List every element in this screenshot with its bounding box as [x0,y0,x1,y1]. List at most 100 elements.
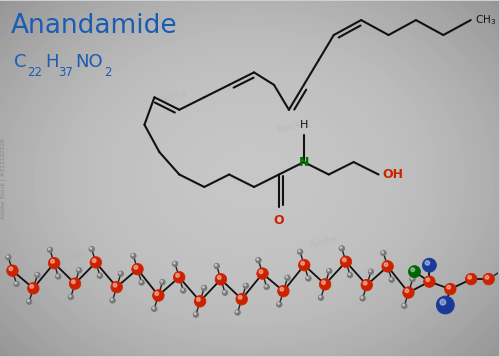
Circle shape [132,254,134,256]
Circle shape [276,302,282,307]
Circle shape [215,273,226,285]
Circle shape [405,289,408,293]
Circle shape [390,278,392,280]
Circle shape [139,280,144,285]
Text: 22: 22 [27,66,42,79]
Circle shape [36,273,38,275]
Circle shape [90,257,102,268]
Circle shape [215,264,217,266]
Circle shape [111,281,122,293]
Circle shape [408,266,420,278]
Circle shape [425,261,430,265]
Circle shape [411,277,412,279]
Circle shape [320,278,331,290]
Circle shape [28,300,30,302]
Circle shape [361,279,372,291]
Circle shape [174,272,185,283]
Circle shape [56,275,58,276]
Circle shape [320,296,321,298]
Circle shape [381,250,386,256]
Circle shape [160,280,165,285]
Circle shape [34,272,40,278]
Circle shape [301,261,304,265]
Text: H: H [300,120,308,130]
Circle shape [97,273,102,278]
Circle shape [76,268,82,273]
Circle shape [140,281,141,282]
Circle shape [174,262,175,264]
Circle shape [89,246,94,252]
Text: H: H [45,54,59,71]
Circle shape [15,282,16,284]
Circle shape [130,253,136,258]
Circle shape [235,310,240,315]
Circle shape [134,266,138,269]
Circle shape [172,261,178,267]
Circle shape [243,283,248,288]
Circle shape [68,294,73,300]
Circle shape [447,285,450,289]
Circle shape [411,268,414,272]
Circle shape [322,281,326,285]
Circle shape [28,283,39,294]
Circle shape [326,268,332,274]
Circle shape [306,277,308,278]
Circle shape [92,259,96,262]
Circle shape [50,260,54,263]
Circle shape [14,281,20,287]
Text: 37: 37 [58,66,72,79]
Circle shape [328,269,330,271]
Circle shape [180,288,186,293]
Circle shape [222,290,228,295]
Circle shape [278,303,280,305]
Circle shape [348,272,353,278]
Text: O: O [274,214,284,227]
Circle shape [286,276,288,278]
Circle shape [278,285,289,297]
Circle shape [318,295,324,301]
Circle shape [48,257,60,269]
Circle shape [468,276,471,279]
Circle shape [382,261,394,272]
Circle shape [182,289,184,291]
Circle shape [348,273,350,275]
Circle shape [9,267,13,271]
Text: Stock: Stock [276,120,302,135]
Text: Adobe: Adobe [309,234,339,250]
Circle shape [56,274,61,279]
Circle shape [69,295,71,297]
Circle shape [224,291,225,293]
Circle shape [244,284,246,286]
Circle shape [402,304,404,306]
Circle shape [110,298,116,303]
Circle shape [78,268,79,270]
Circle shape [402,287,414,298]
Circle shape [483,273,494,285]
Circle shape [389,277,394,282]
Circle shape [98,274,100,276]
Circle shape [285,275,290,281]
Circle shape [436,296,454,314]
Circle shape [70,278,80,290]
Circle shape [236,311,238,312]
Circle shape [152,307,154,309]
Circle shape [119,272,121,274]
Circle shape [202,285,207,291]
Circle shape [176,273,180,277]
Circle shape [364,281,367,285]
Circle shape [90,247,92,249]
Circle shape [257,258,258,260]
Circle shape [194,313,196,315]
Circle shape [218,276,221,279]
Circle shape [440,299,446,305]
Circle shape [194,296,206,307]
Circle shape [196,298,200,301]
Text: Adobe Stock | #213102528: Adobe Stock | #213102528 [0,138,6,219]
Circle shape [298,260,310,271]
Circle shape [152,306,157,312]
Circle shape [6,256,8,257]
Circle shape [422,258,436,272]
Text: OH: OH [382,168,404,181]
Circle shape [132,263,143,275]
Circle shape [298,250,300,252]
